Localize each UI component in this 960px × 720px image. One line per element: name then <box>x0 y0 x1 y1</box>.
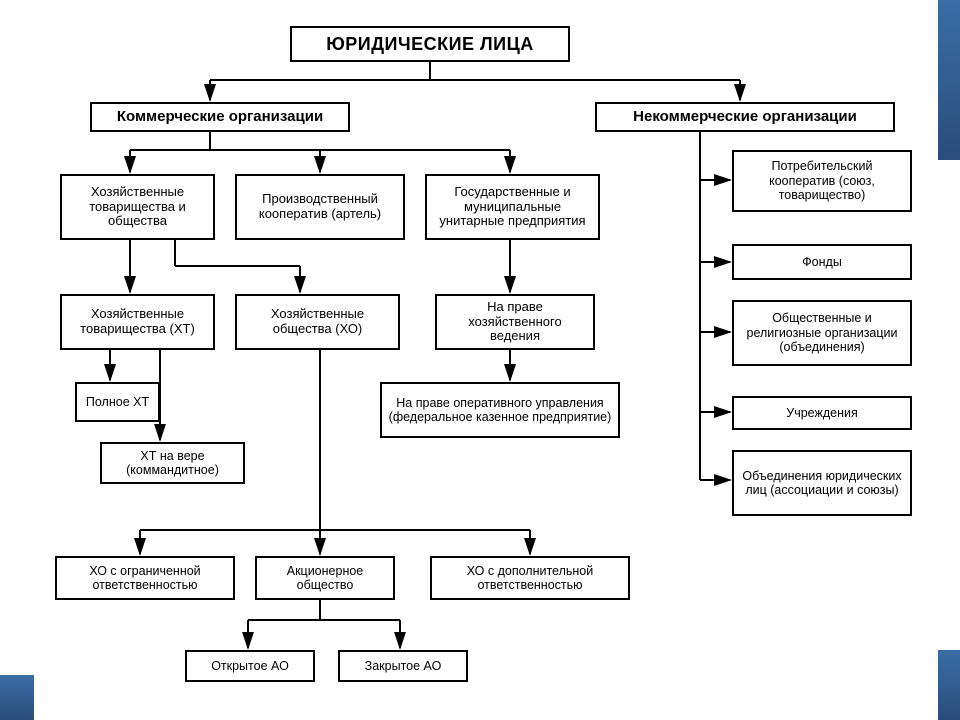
node-obsh-rel: Общественные и религиозные организации (… <box>732 300 912 366</box>
node-xo-ogr: ХО с ограниченной ответственностью <box>55 556 235 600</box>
node-hoz-ved: На праве хозяйственного ведения <box>435 294 595 350</box>
label: Закрытое АО <box>365 659 442 673</box>
accent-bar-top <box>938 0 960 160</box>
node-fondy: Фонды <box>732 244 912 280</box>
accent-bar-bottom <box>938 650 960 720</box>
node-proizv-koop: Производственный кооператив (артель) <box>235 174 405 240</box>
node-commercial: Коммерческие организации <box>90 102 350 132</box>
label: На праве оперативного управления (федера… <box>388 396 612 425</box>
node-uchr: Учреждения <box>732 396 912 430</box>
node-hoz-tov-obsh: Хозяйственные товарищества и общества <box>60 174 215 240</box>
label: Объединения юридических лиц (ассоциации … <box>740 469 904 498</box>
node-gos-mun: Государственные и муниципальные унитарны… <box>425 174 600 240</box>
node-xt-vera: ХТ на вере (коммандитное) <box>100 442 245 484</box>
label: Хозяйственные общества (ХО) <box>243 307 392 337</box>
node-ao: Акционерное общество <box>255 556 395 600</box>
label: ХО с ограниченной ответственностью <box>63 564 227 593</box>
label: Общественные и религиозные организации (… <box>740 311 904 354</box>
label: Открытое АО <box>211 659 289 673</box>
label: ХТ на вере (коммандитное) <box>108 449 237 478</box>
label: Полное ХТ <box>86 395 149 409</box>
node-potr-koop: Потребительский кооператив (союз, товари… <box>732 150 912 212</box>
label: Производственный кооператив (артель) <box>243 192 397 222</box>
node-obed: Объединения юридических лиц (ассоциации … <box>732 450 912 516</box>
node-xo-dop: ХО с дополнительной ответственностью <box>430 556 630 600</box>
node-noncommercial: Некоммерческие организации <box>595 102 895 132</box>
label: ЮРИДИЧЕСКИЕ ЛИЦА <box>326 34 534 55</box>
node-oper-upr: На праве оперативного управления (федера… <box>380 382 620 438</box>
label: ХО с дополнительной ответственностью <box>438 564 622 593</box>
label: Потребительский кооператив (союз, товари… <box>740 159 904 202</box>
node-open-ao: Открытое АО <box>185 650 315 682</box>
label: Хозяйственные товарищества (ХТ) <box>68 307 207 337</box>
label: Фонды <box>802 255 842 269</box>
node-root: ЮРИДИЧЕСКИЕ ЛИЦА <box>290 26 570 62</box>
diagram-canvas: ЮРИДИЧЕСКИЕ ЛИЦА Коммерческие организаци… <box>0 0 960 720</box>
node-xt: Хозяйственные товарищества (ХТ) <box>60 294 215 350</box>
accent-bar-left <box>0 675 34 720</box>
node-closed-ao: Закрытое АО <box>338 650 468 682</box>
label: Учреждения <box>786 406 857 420</box>
node-polnoe-xt: Полное ХТ <box>75 382 160 422</box>
label: Хозяйственные товарищества и общества <box>68 185 207 230</box>
label: Некоммерческие организации <box>633 108 857 125</box>
label: Акционерное общество <box>263 564 387 593</box>
label: На праве хозяйственного ведения <box>443 300 587 345</box>
label: Коммерческие организации <box>117 108 323 125</box>
label: Государственные и муниципальные унитарны… <box>433 185 592 230</box>
node-xo: Хозяйственные общества (ХО) <box>235 294 400 350</box>
